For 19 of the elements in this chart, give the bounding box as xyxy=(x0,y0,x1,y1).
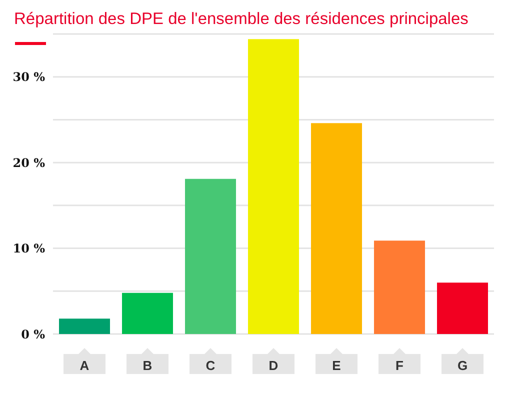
bar xyxy=(437,282,488,334)
bar xyxy=(59,318,110,334)
x-tick-label: C xyxy=(206,358,216,373)
y-tick-label: 20 % xyxy=(12,156,46,170)
y-tick-label: 0 % xyxy=(21,327,46,342)
bar xyxy=(374,240,425,334)
x-tick-label: A xyxy=(80,358,90,373)
y-tick-label: 30 % xyxy=(12,70,46,84)
x-tick-label: E xyxy=(332,358,342,373)
x-tick-label: G xyxy=(457,358,468,373)
chart-title: Répartition des DPE de l'ensemble des résidences principales xyxy=(13,9,470,29)
bar xyxy=(122,292,173,334)
bar xyxy=(185,178,236,334)
x-tick-label: B xyxy=(142,358,152,373)
y-tick-label: 10 % xyxy=(12,242,46,256)
bar xyxy=(311,123,362,334)
x-tick-label: F xyxy=(396,358,404,373)
x-tick-label: D xyxy=(268,358,278,373)
bar xyxy=(248,39,299,334)
